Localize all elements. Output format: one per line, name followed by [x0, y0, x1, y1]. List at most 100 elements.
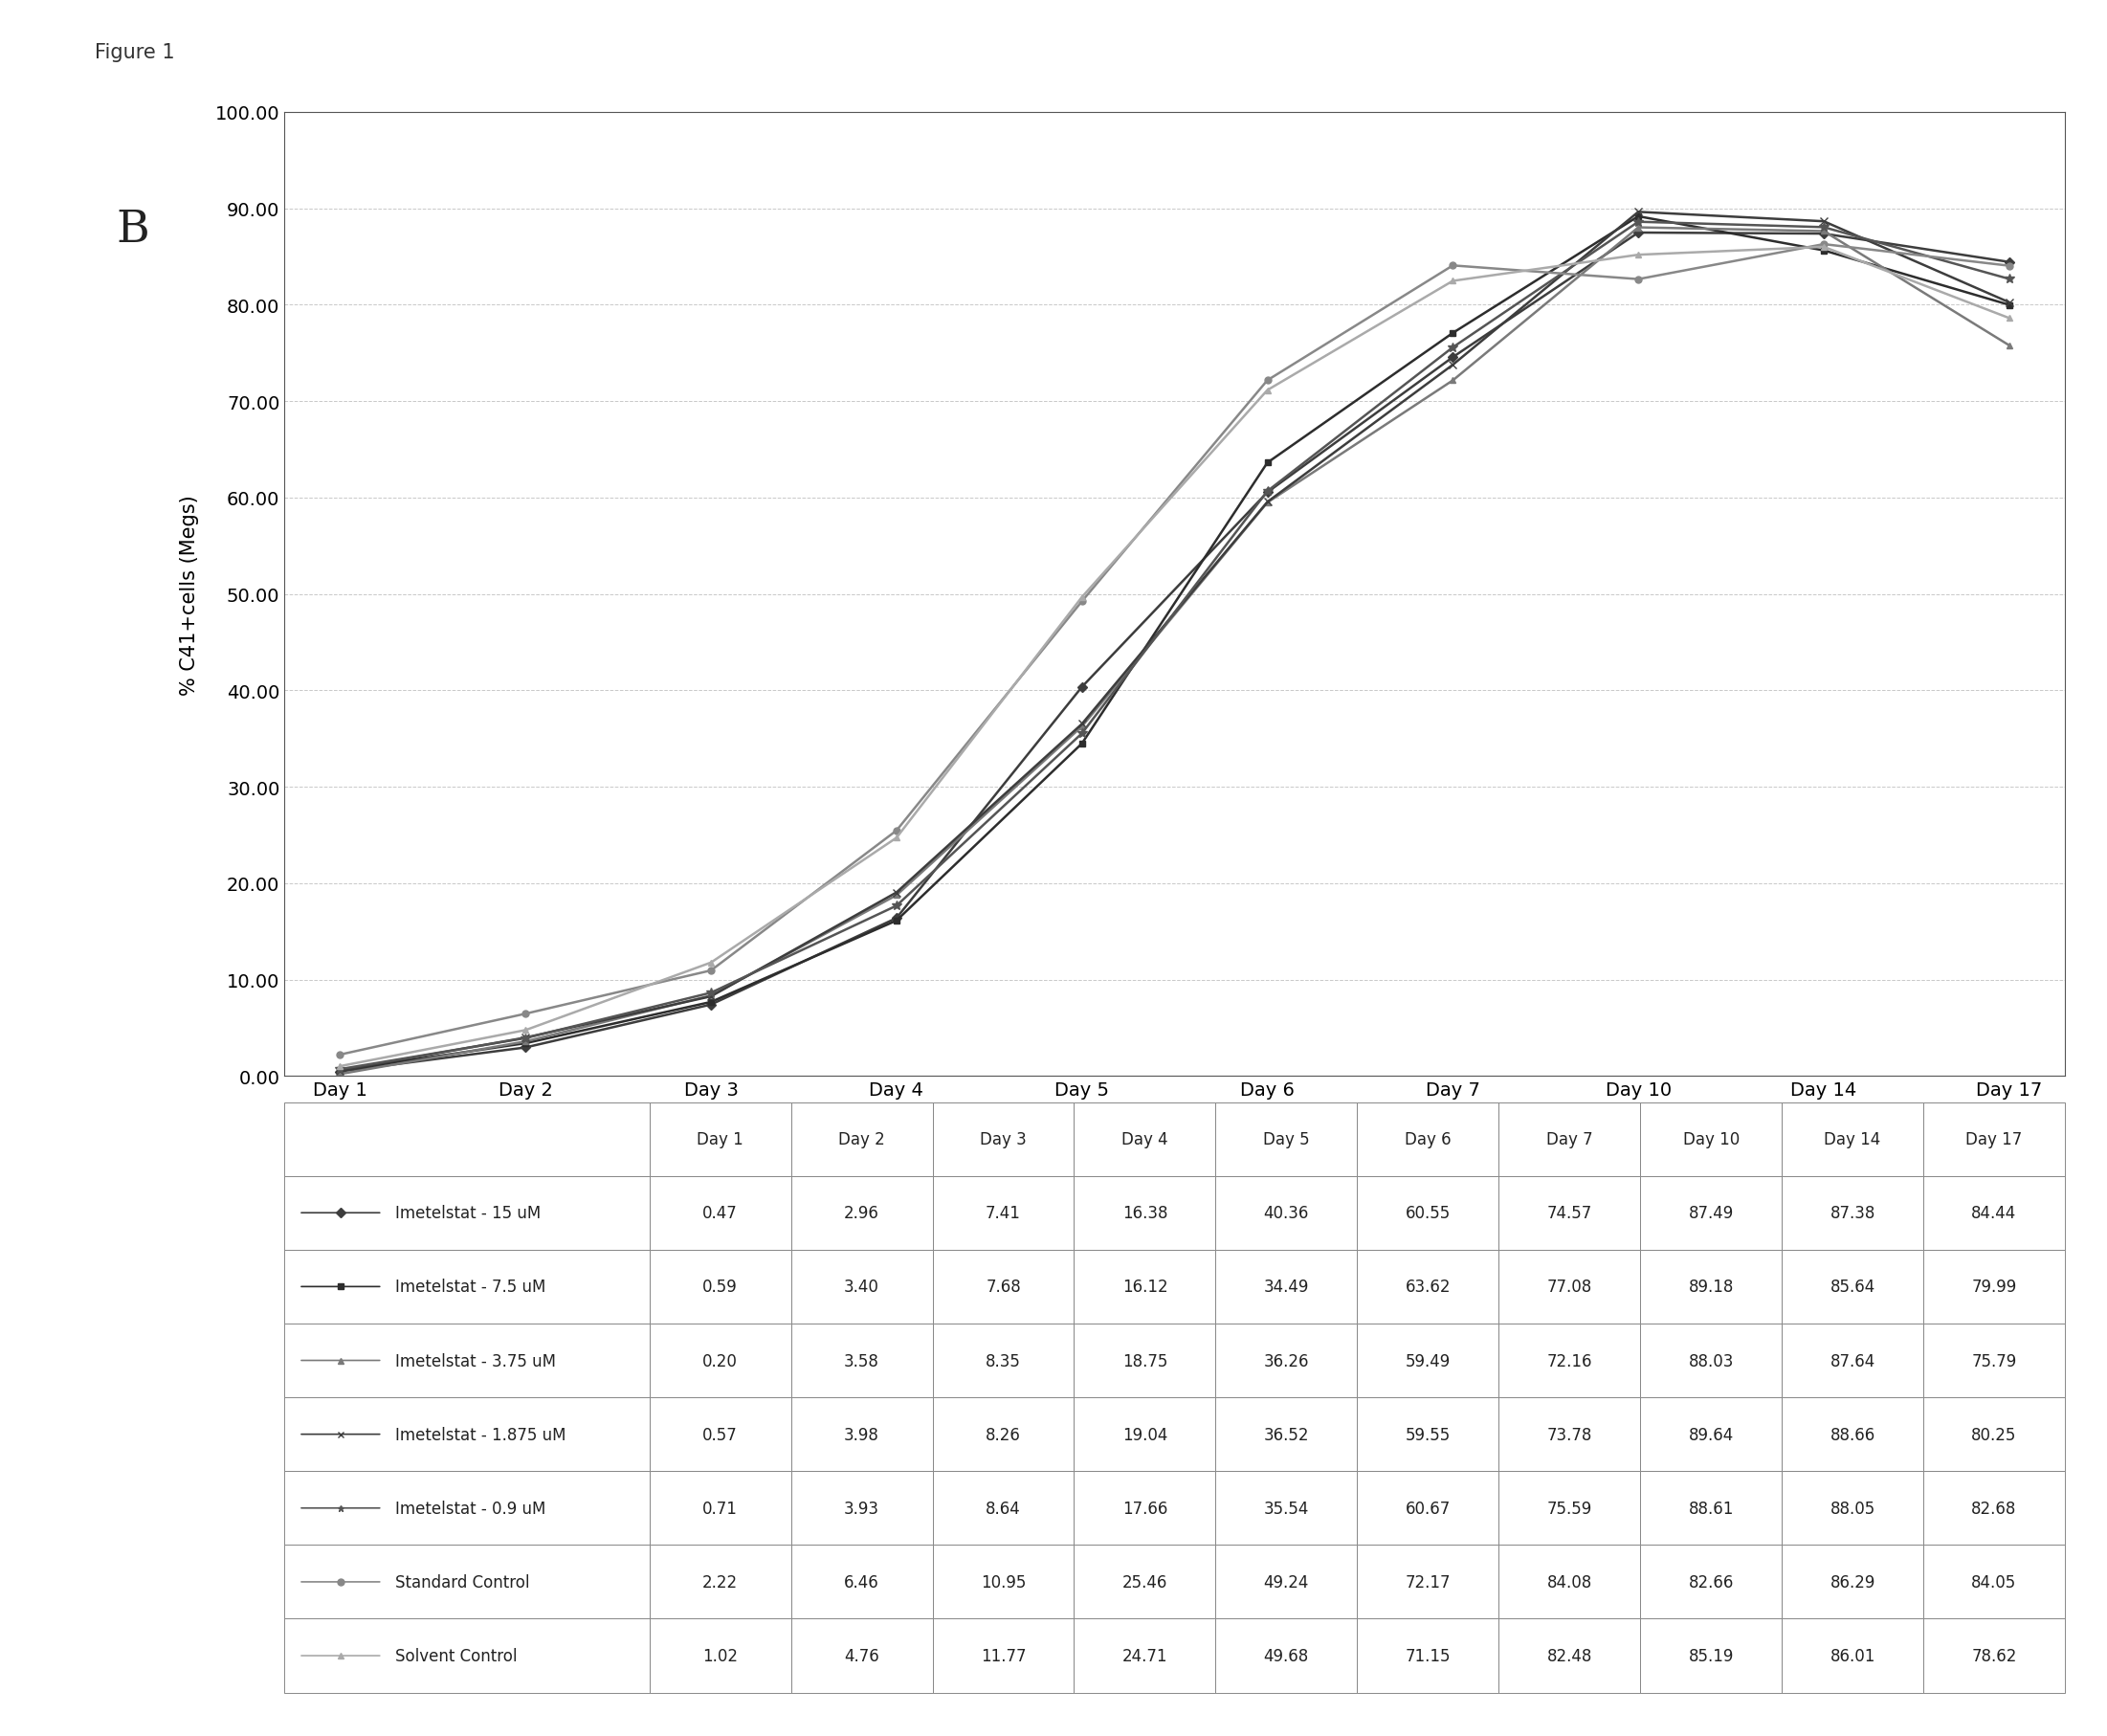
Bar	[1783, 1250, 1924, 1323]
Text: 8.35: 8.35	[986, 1352, 1022, 1370]
Text: 60.67: 60.67	[1405, 1500, 1450, 1517]
Standard Control	[1068, 592, 1094, 613]
Standard Control	[697, 960, 723, 981]
Standard Control	[1441, 255, 1466, 276]
Line: Imetelstat - 15 uM: Imetelstat - 15 uM	[337, 231, 2012, 1075]
Imetelstat - 15 uM	[883, 908, 908, 929]
Text: 87.64: 87.64	[1831, 1352, 1875, 1370]
Text: Imetelstat - 3.75 uM: Imetelstat - 3.75 uM	[394, 1352, 556, 1370]
Imetelstat - 15 uM	[512, 1038, 537, 1059]
Text: 10.95: 10.95	[980, 1573, 1026, 1590]
Bar	[1357, 1177, 1498, 1250]
Bar	[649, 1177, 790, 1250]
Imetelstat - 1.875 uM	[327, 1061, 352, 1082]
Bar	[1498, 1545, 1639, 1618]
Text: 87.49: 87.49	[1688, 1205, 1734, 1222]
Imetelstat - 15 uM	[1812, 224, 1837, 245]
Bar	[1498, 1102, 1639, 1177]
Line: Standard Control: Standard Control	[337, 241, 2012, 1059]
Bar	[649, 1545, 790, 1618]
Text: 1.02: 1.02	[702, 1647, 737, 1665]
Bar	[1783, 1545, 1924, 1618]
Bar	[1075, 1102, 1216, 1177]
Bar	[790, 1397, 933, 1470]
Bar	[284, 1470, 649, 1545]
Bar	[1357, 1250, 1498, 1323]
Bar	[1498, 1397, 1639, 1470]
Solvent Control	[1068, 587, 1094, 608]
Imetelstat - 1.875 uM	[1441, 356, 1466, 377]
Imetelstat - 1.875 uM	[697, 986, 723, 1007]
Text: 36.26: 36.26	[1264, 1352, 1308, 1370]
Text: 72.16: 72.16	[1547, 1352, 1593, 1370]
Bar	[933, 1177, 1075, 1250]
Imetelstat - 0.9 uM	[327, 1059, 352, 1080]
Text: 87.38: 87.38	[1829, 1205, 1875, 1222]
Imetelstat - 0.9 uM	[1627, 212, 1652, 233]
Bar	[1216, 1323, 1357, 1397]
Text: 84.44: 84.44	[1972, 1205, 2016, 1222]
Text: 79.99: 79.99	[1972, 1278, 2016, 1295]
Text: Figure 1: Figure 1	[95, 43, 175, 62]
Bar	[284, 1102, 649, 1177]
Bar	[1075, 1545, 1216, 1618]
Imetelstat - 15 uM	[1627, 222, 1652, 243]
Text: Day 4: Day 4	[1121, 1130, 1167, 1147]
Text: 40.36: 40.36	[1264, 1205, 1308, 1222]
Bar	[933, 1618, 1075, 1693]
Bar	[1075, 1250, 1216, 1323]
Bar	[1498, 1177, 1639, 1250]
Imetelstat - 3.75 uM	[512, 1031, 537, 1052]
Bar	[1924, 1250, 2065, 1323]
Standard Control	[327, 1045, 352, 1066]
Text: 3.98: 3.98	[845, 1425, 879, 1443]
Text: 2.96: 2.96	[845, 1205, 879, 1222]
Bar	[649, 1102, 790, 1177]
Bar	[1075, 1177, 1216, 1250]
Bar	[1924, 1545, 2065, 1618]
Text: 82.68: 82.68	[1972, 1500, 2016, 1517]
Bar	[284, 1323, 649, 1397]
Text: 19.04: 19.04	[1123, 1425, 1167, 1443]
Text: 73.78: 73.78	[1547, 1425, 1593, 1443]
Bar	[1357, 1470, 1498, 1545]
Imetelstat - 3.75 uM	[883, 885, 908, 906]
Bar	[1924, 1397, 2065, 1470]
Text: Day 1: Day 1	[697, 1130, 744, 1147]
Solvent Control	[1812, 238, 1837, 259]
Text: 85.19: 85.19	[1688, 1647, 1734, 1665]
Solvent Control	[1997, 309, 2023, 330]
Imetelstat - 7.5 uM	[1997, 295, 2023, 316]
Text: Day 5: Day 5	[1262, 1130, 1311, 1147]
Imetelstat - 0.9 uM	[1256, 481, 1281, 502]
Text: 11.77: 11.77	[980, 1647, 1026, 1665]
Text: 72.17: 72.17	[1405, 1573, 1450, 1590]
Imetelstat - 0.9 uM	[1997, 269, 2023, 290]
Text: 88.03: 88.03	[1688, 1352, 1734, 1370]
Text: Imetelstat - 0.9 uM: Imetelstat - 0.9 uM	[394, 1500, 546, 1517]
Text: 88.05: 88.05	[1831, 1500, 1875, 1517]
Text: 75.79: 75.79	[1972, 1352, 2016, 1370]
Imetelstat - 0.9 uM	[1812, 217, 1837, 238]
Imetelstat - 0.9 uM	[1441, 337, 1466, 358]
Imetelstat - 0.9 uM	[697, 983, 723, 1003]
Imetelstat - 7.5 uM	[327, 1061, 352, 1082]
Bar	[1357, 1545, 1498, 1618]
Text: 0.71: 0.71	[702, 1500, 737, 1517]
Text: 17.66: 17.66	[1123, 1500, 1167, 1517]
Bar	[1639, 1177, 1783, 1250]
Bar	[1357, 1102, 1498, 1177]
Text: 59.55: 59.55	[1405, 1425, 1450, 1443]
Bar	[1216, 1397, 1357, 1470]
Bar	[649, 1397, 790, 1470]
Bar	[649, 1470, 790, 1545]
Text: 77.08: 77.08	[1547, 1278, 1593, 1295]
Text: 74.57: 74.57	[1547, 1205, 1593, 1222]
Text: 35.54: 35.54	[1264, 1500, 1308, 1517]
Text: 16.12: 16.12	[1123, 1278, 1167, 1295]
Text: 85.64: 85.64	[1831, 1278, 1875, 1295]
Bar	[790, 1545, 933, 1618]
Imetelstat - 7.5 uM	[883, 911, 908, 932]
Bar	[790, 1323, 933, 1397]
Text: Solvent Control: Solvent Control	[394, 1647, 516, 1665]
